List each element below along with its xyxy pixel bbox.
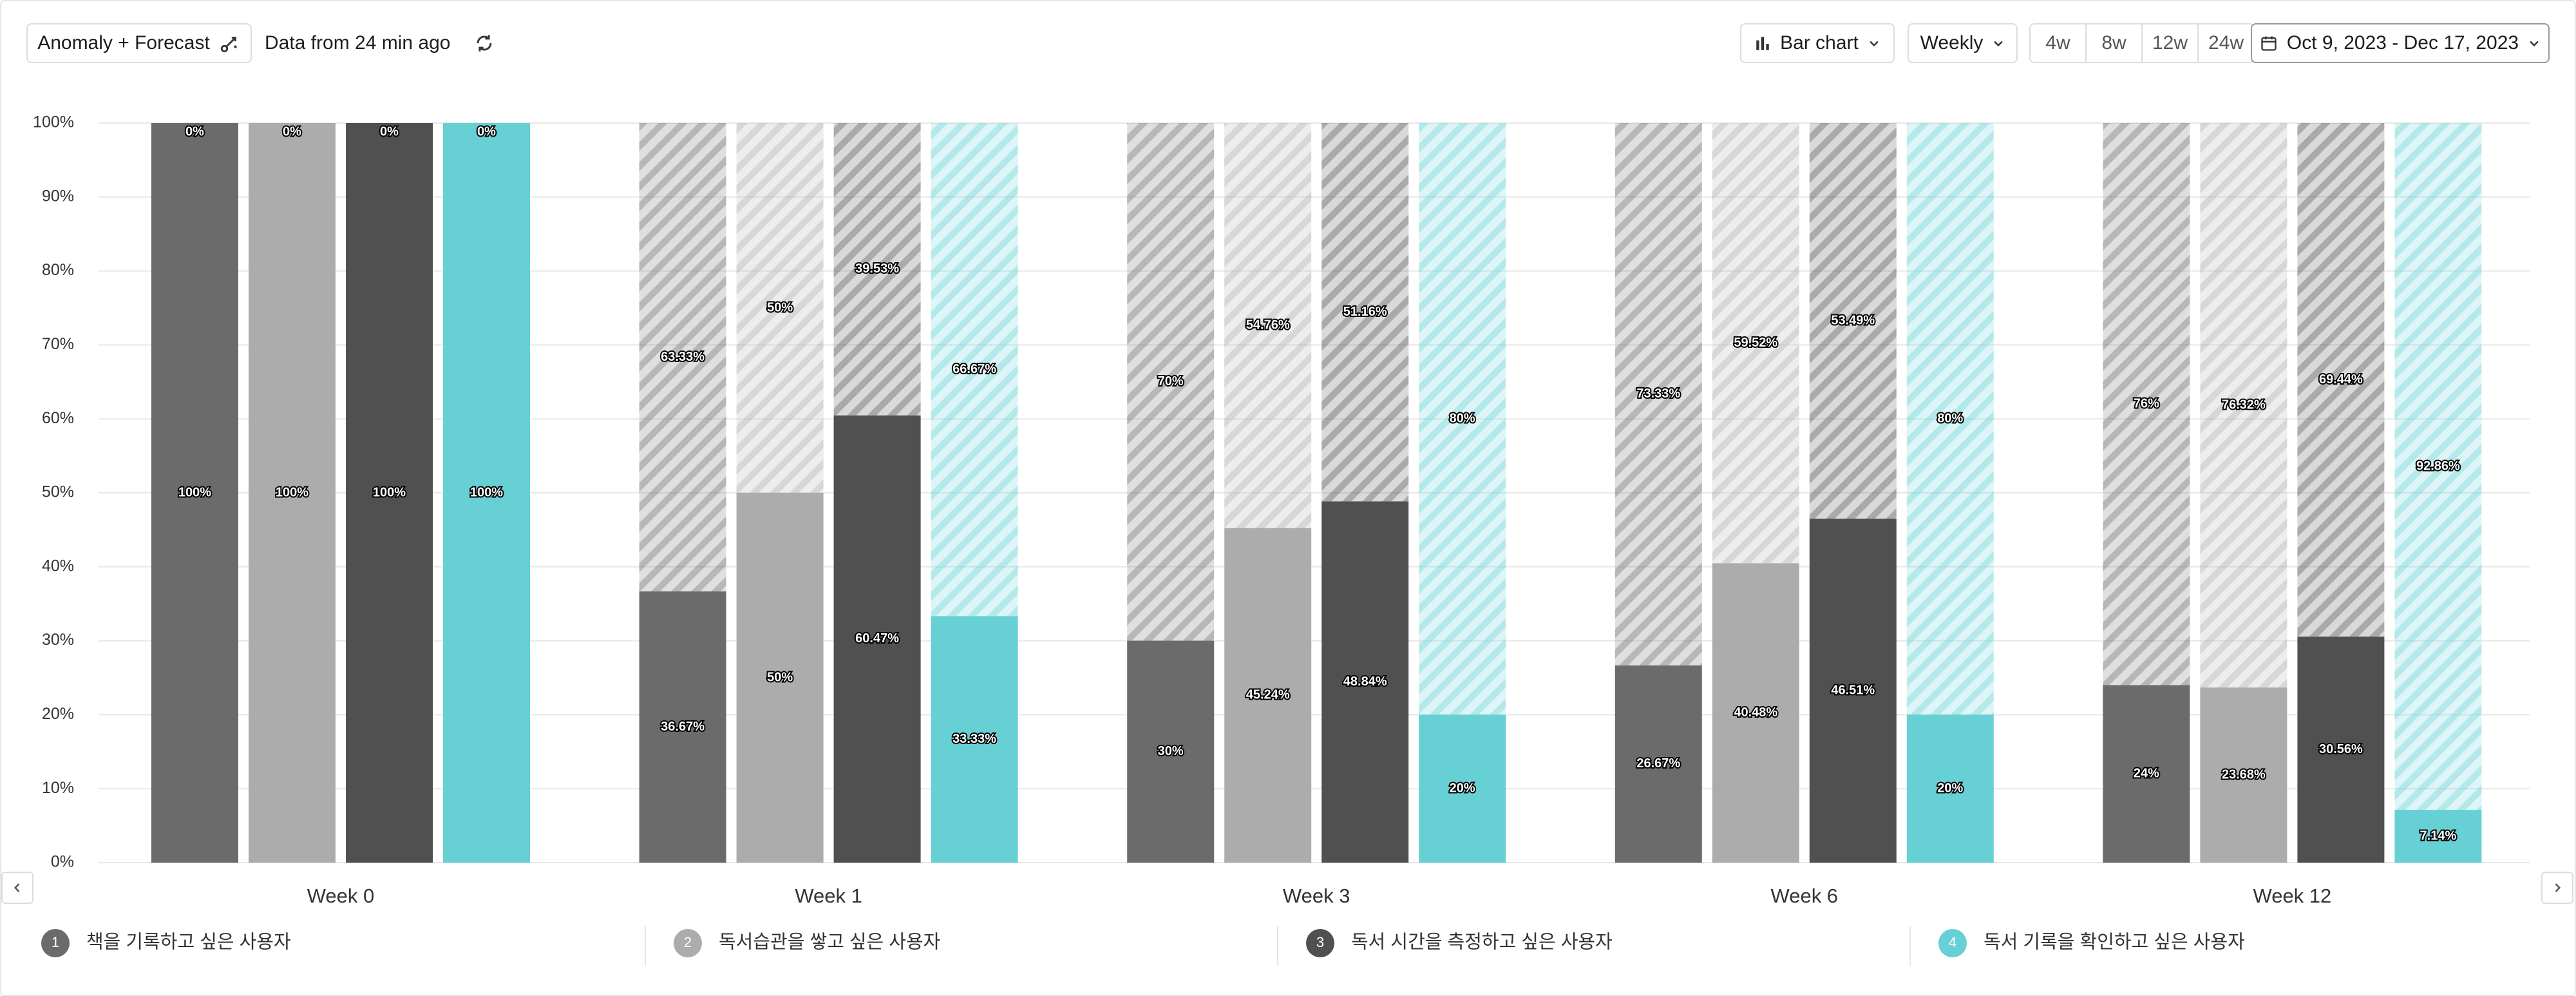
date-range-label: Oct 9, 2023 - Dec 17, 2023 (2286, 32, 2519, 53)
range-selector: 4w 8w 12w 24w (2029, 23, 2255, 63)
scroll-right[interactable] (2541, 872, 2573, 904)
anomaly-label: Anomaly + Forecast (37, 32, 210, 53)
chevron (2530, 41, 2539, 47)
range-option[interactable]: 24w (2208, 32, 2244, 53)
chart-type-label: Bar chart (1780, 32, 1859, 53)
bar-icon (1756, 37, 1769, 50)
interval-label: Weekly (1920, 32, 1984, 53)
range-option[interactable]: 12w (2143, 24, 2199, 62)
chevron (1994, 41, 2003, 47)
freshness: Data from 24 min ago (265, 23, 495, 63)
calendar-icon (2261, 36, 2277, 51)
date-range-button[interactable]: Oct 9, 2023 - Dec 17, 2023 (2251, 23, 2550, 63)
interval-button[interactable]: Weekly (1908, 23, 2018, 63)
anomaly-icon (220, 37, 237, 53)
refresh-icon[interactable] (473, 32, 495, 54)
range-option[interactable]: 8w (2087, 24, 2143, 62)
scroll-left[interactable] (1, 872, 33, 904)
chevron (1870, 41, 1879, 47)
anomaly-button[interactable]: Anomaly + Forecast (26, 23, 252, 63)
range-option[interactable]: 4w (2031, 24, 2087, 62)
freshness-text: Data from 24 min ago (265, 32, 451, 53)
chart-type-button[interactable]: Bar chart (1740, 23, 1895, 63)
